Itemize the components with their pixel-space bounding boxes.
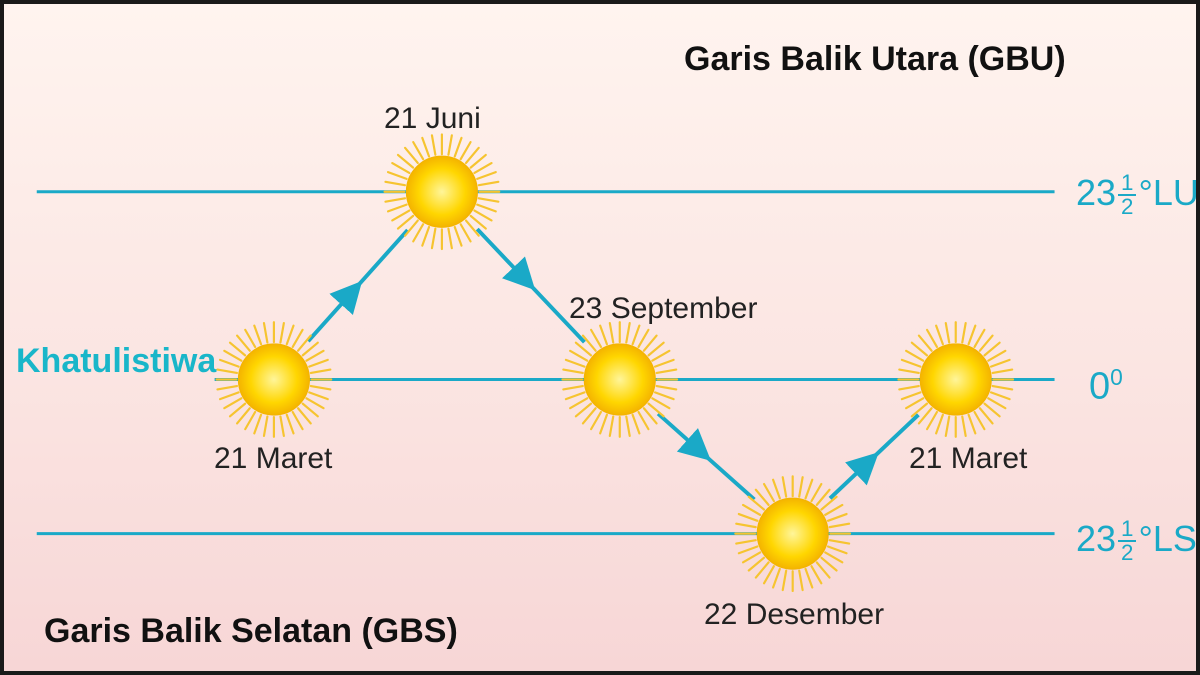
sun-date-label: 21 Maret bbox=[214, 442, 332, 476]
sun-date-label: 22 Desember bbox=[704, 598, 884, 632]
title-south-tropic: Garis Balik Selatan (GBS) bbox=[44, 612, 458, 651]
sun-date-label: 23 September bbox=[569, 292, 757, 326]
latitude-label-south: 2312°LS bbox=[1076, 518, 1197, 565]
sun-date-label: 21 Juni bbox=[384, 102, 481, 136]
latitude-label-equator: 00 bbox=[1089, 364, 1123, 409]
diagram-frame: Garis Balik Utara (GBU) Garis Balik Sela… bbox=[0, 0, 1200, 675]
latitude-label-north: 2312°LU bbox=[1076, 172, 1199, 219]
sun-21-maret-a bbox=[217, 322, 332, 437]
sun-date-label: 21 Maret bbox=[909, 442, 1027, 476]
diagram-svg bbox=[4, 4, 1196, 671]
title-north-tropic: Garis Balik Utara (GBU) bbox=[684, 40, 1066, 79]
equator-label: Khatulistiwa bbox=[16, 342, 216, 381]
